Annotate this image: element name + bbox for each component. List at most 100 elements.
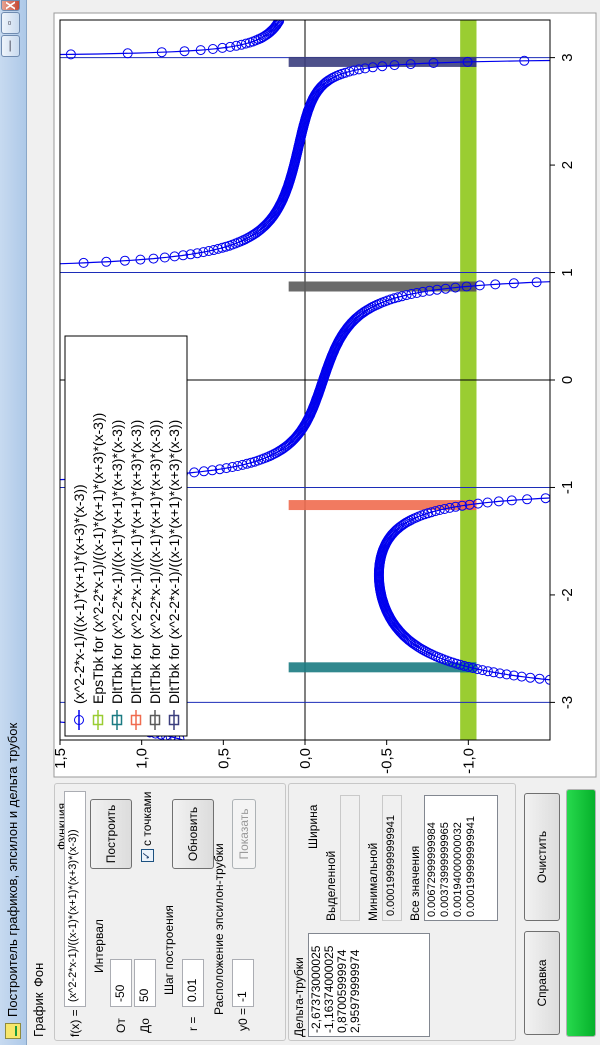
data-point <box>195 45 206 56</box>
data-point <box>455 659 466 670</box>
data-point <box>217 242 228 253</box>
data-point <box>78 257 89 268</box>
data-point <box>207 465 218 476</box>
data-point <box>450 282 461 293</box>
data-point <box>367 301 378 312</box>
legend-box <box>64 335 188 737</box>
data-point <box>198 466 209 477</box>
data-point <box>272 20 283 29</box>
data-point <box>377 61 388 72</box>
data-point <box>461 281 472 292</box>
data-point <box>473 498 483 509</box>
data-point <box>101 256 112 267</box>
data-point <box>531 277 542 288</box>
data-point <box>406 514 417 525</box>
data-point <box>214 464 225 475</box>
data-point <box>540 493 550 504</box>
delta-tube-bar <box>288 662 477 673</box>
data-point <box>264 451 275 462</box>
data-point <box>192 248 203 259</box>
data-point <box>274 20 285 27</box>
x-tick-label: 3 <box>559 53 576 61</box>
data-point <box>406 289 417 299</box>
data-point <box>232 461 243 471</box>
legend-label: EpsTbk for (x^2-2*x-1)/((x-1)*(x+1)*(x+3… <box>90 413 106 704</box>
x-tick-label: -3 <box>559 696 576 709</box>
data-point <box>44 475 53 484</box>
data-point <box>405 59 416 70</box>
data-point <box>367 62 378 73</box>
data-point <box>217 42 228 53</box>
legend-label: DltTbk for (x^2-2*x-1)/((x-1)*(x+1)*(x+3… <box>147 420 163 704</box>
data-point <box>457 500 468 511</box>
data-point <box>178 250 189 261</box>
data-point <box>439 504 450 514</box>
y-tick-label: 1,0 <box>134 748 151 769</box>
legend-label: DltTbk for (x^2-2*x-1)/((x-1)*(x+1)*(x+3… <box>128 420 144 704</box>
data-point <box>389 293 400 304</box>
x-tick-label: 1 <box>559 268 576 276</box>
data-point <box>273 20 284 28</box>
y-tick-label: -0,5 <box>379 748 396 774</box>
data-point <box>65 49 76 60</box>
data-point <box>516 671 527 682</box>
legend-label: DltTbk for (x^2-2*x-1)/((x-1)*(x+1)*(x+3… <box>166 420 182 704</box>
legend-marker-square <box>149 714 161 726</box>
data-point <box>227 462 238 472</box>
data-point <box>506 495 517 506</box>
data-point <box>360 63 371 74</box>
data-point <box>464 499 475 510</box>
legend-marker-square <box>111 714 123 726</box>
data-point <box>508 278 519 289</box>
data-point <box>397 291 407 302</box>
data-point <box>474 280 485 291</box>
legend-marker-square <box>92 714 104 726</box>
data-point <box>225 41 236 52</box>
y-tick-label: 0,0 <box>297 748 314 769</box>
data-point <box>241 458 252 469</box>
legend-marker-square <box>168 714 180 726</box>
data-point <box>322 76 333 87</box>
data-point <box>189 467 200 478</box>
data-point <box>207 44 218 54</box>
data-point <box>389 60 400 71</box>
data-point <box>221 463 232 474</box>
data-point <box>508 670 519 681</box>
data-point <box>272 20 282 30</box>
data-point <box>472 664 483 675</box>
data-point <box>428 650 439 661</box>
data-point <box>482 497 493 508</box>
delta-tube-bar <box>288 281 477 292</box>
data-point <box>417 286 428 297</box>
data-point <box>231 40 242 51</box>
data-point <box>401 290 412 301</box>
data-point <box>430 651 441 662</box>
data-point <box>450 501 461 512</box>
legend-marker-square <box>130 714 142 726</box>
data-point <box>459 660 470 671</box>
data-point <box>159 252 170 263</box>
y-tick-label: 1,5 <box>52 748 69 769</box>
data-point <box>213 243 224 254</box>
data-point <box>411 288 422 298</box>
data-point <box>430 506 441 517</box>
data-point <box>482 666 493 677</box>
data-point <box>156 47 167 58</box>
data-point <box>493 496 504 507</box>
legend-label: (x^2-2*x-1)/((x-1)*(x+1)*(x+3)*(x-3)) <box>71 484 87 704</box>
plot-area-border <box>59 19 551 741</box>
data-point <box>490 279 501 290</box>
data-point <box>488 667 499 678</box>
data-point <box>148 253 159 264</box>
data-point <box>179 46 190 57</box>
data-point <box>119 255 130 266</box>
x-tick-label: 0 <box>559 376 576 384</box>
legend-label: DltTbk for (x^2-2*x-1)/((x-1)*(x+1)*(x+3… <box>109 420 125 704</box>
data-point <box>203 246 214 256</box>
x-tick-label: -1 <box>559 481 576 494</box>
data-point <box>353 64 364 75</box>
data-point <box>185 249 196 260</box>
x-tick-label: 2 <box>559 161 576 169</box>
